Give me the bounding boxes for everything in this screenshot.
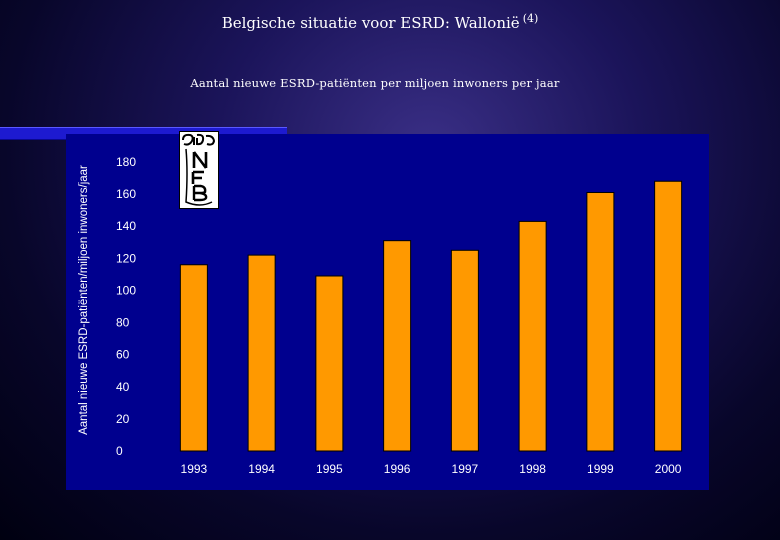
- y-tick-label: 120: [116, 251, 136, 265]
- bar-1995: [315, 275, 344, 452]
- chart-subtitle: Aantal nieuwe ESRD-patiënten per miljoen…: [190, 76, 560, 90]
- bar-1997: [450, 249, 479, 452]
- y-tick-label: 60: [116, 348, 130, 362]
- y-tick-label: 20: [116, 412, 130, 426]
- bar-1999: [586, 192, 615, 452]
- x-tick-label: 1994: [248, 462, 275, 476]
- nfb-logo-graphic: [182, 133, 216, 206]
- x-tick-label: 1999: [587, 462, 614, 476]
- bar-1994: [247, 254, 276, 452]
- y-tick-label: 140: [116, 219, 136, 233]
- slide-title: Belgische situatie voor ESRD: Wallonië (4…: [0, 12, 760, 32]
- x-tick-label: 1995: [316, 462, 343, 476]
- x-tick-label: 1993: [181, 462, 208, 476]
- nfb-logo: [179, 131, 219, 209]
- x-tick-label: 1998: [519, 462, 546, 476]
- bar-1998: [518, 220, 547, 452]
- x-tick-label: 1996: [384, 462, 411, 476]
- y-tick-label: 40: [116, 380, 130, 394]
- y-tick-label: 180: [116, 155, 136, 169]
- y-tick-label: 0: [116, 444, 123, 458]
- bar-1996: [383, 240, 412, 452]
- slide-title-reference: (4): [522, 12, 539, 25]
- y-tick-label: 160: [116, 187, 136, 201]
- y-tick-label: 100: [116, 283, 136, 297]
- bar-2000: [654, 180, 683, 452]
- x-tick-label: 1997: [452, 462, 479, 476]
- y-tick-label: 80: [116, 316, 130, 330]
- bar-1993: [179, 264, 208, 452]
- x-tick-label: 2000: [655, 462, 682, 476]
- slide-title-text: Belgische situatie voor ESRD: Wallonië: [221, 14, 520, 32]
